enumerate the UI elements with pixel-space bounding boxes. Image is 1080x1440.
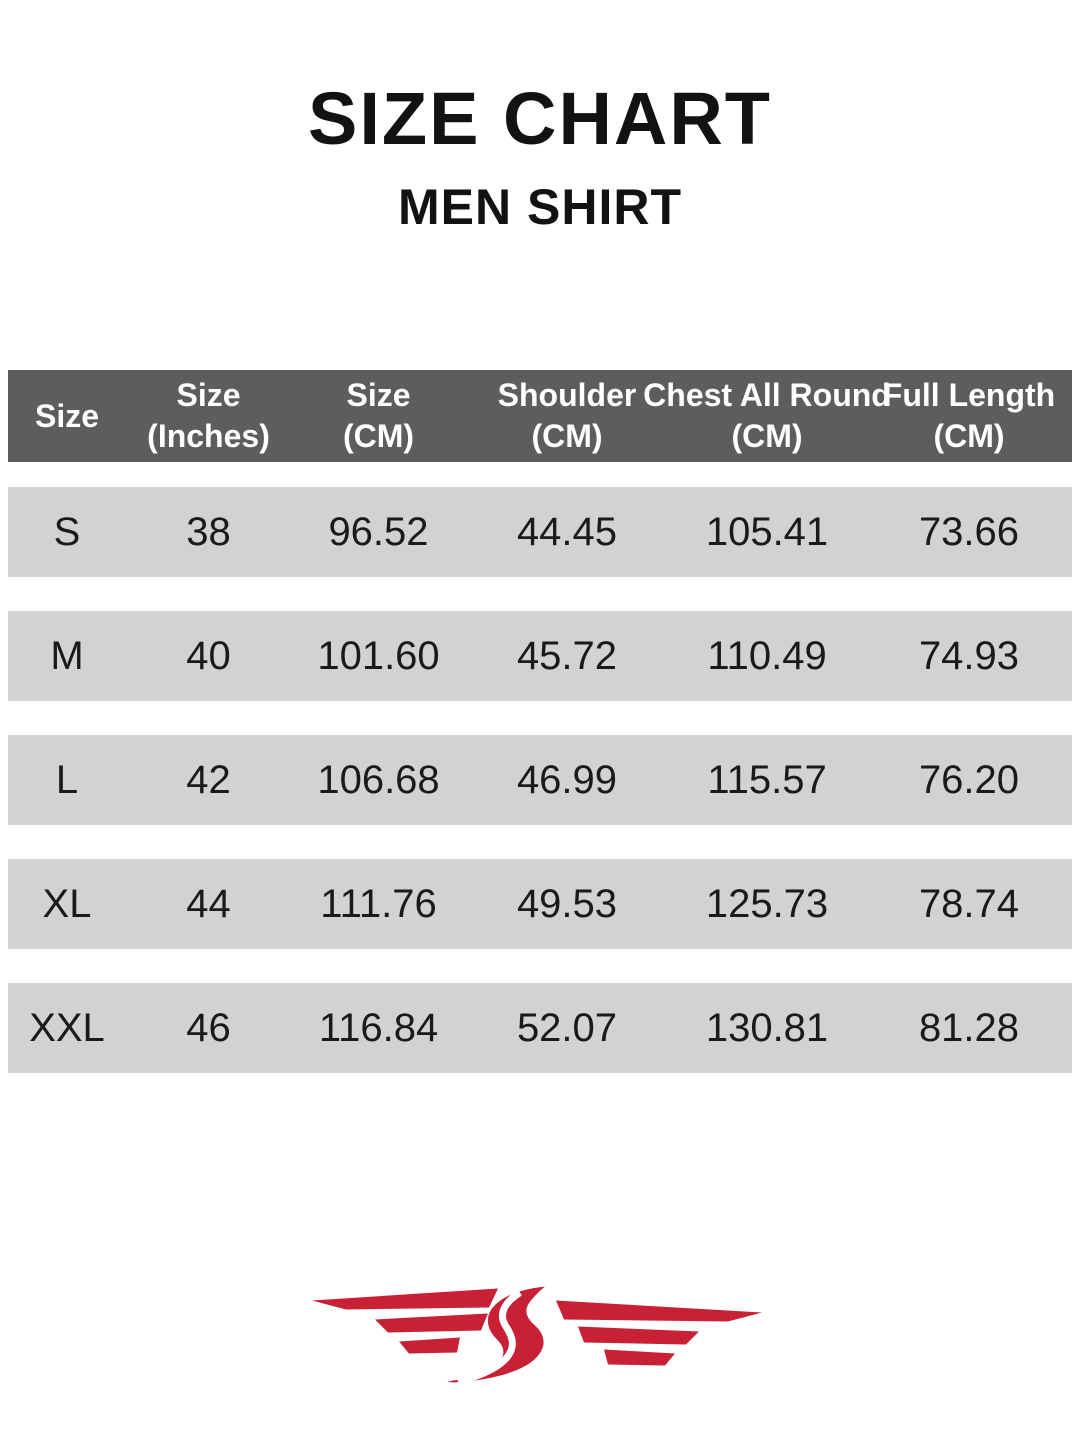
column-header-label: Shoulder bbox=[497, 377, 637, 413]
column-header-unit: (CM) bbox=[731, 418, 803, 454]
size-table: Size Size (Inches) Size (CM) Shoulder (C… bbox=[8, 370, 1072, 1073]
cell-full-length-cm: 74.93 bbox=[918, 634, 1020, 678]
column-header-unit: (Inches) bbox=[147, 418, 270, 454]
cell-shoulder-cm: 49.53 bbox=[516, 882, 618, 926]
cell-size-cm: 101.60 bbox=[317, 634, 440, 678]
column-header-chest-all-round: Chest All Round (CM) bbox=[643, 370, 891, 462]
cell-full-length-cm: 81.28 bbox=[918, 1006, 1020, 1050]
cell-size: M bbox=[50, 634, 84, 678]
table-row: S 38 96.52 44.45 105.41 73.66 bbox=[8, 487, 1072, 577]
cell-size-inches: 44 bbox=[186, 882, 231, 926]
column-header-label: Size bbox=[176, 377, 241, 413]
column-header-label: Size bbox=[34, 397, 100, 434]
column-header-unit: (CM) bbox=[342, 418, 415, 454]
table-row: M 40 101.60 45.72 110.49 74.93 bbox=[8, 611, 1072, 701]
cell-chest-cm: 110.49 bbox=[707, 634, 827, 678]
brand-logo bbox=[312, 1286, 762, 1383]
column-header-label: Full Length bbox=[882, 377, 1056, 413]
cell-size-inches: 40 bbox=[186, 634, 231, 678]
cell-shoulder-cm: 44.45 bbox=[516, 510, 618, 554]
cell-shoulder-cm: 46.99 bbox=[516, 758, 618, 802]
cell-size-cm: 96.52 bbox=[328, 510, 429, 554]
column-header-full-length: Full Length (CM) bbox=[866, 370, 1072, 462]
page-subtitle: MEN SHIRT bbox=[398, 179, 682, 235]
cell-full-length-cm: 73.66 bbox=[918, 510, 1020, 554]
cell-full-length-cm: 78.74 bbox=[918, 882, 1020, 926]
cell-size: S bbox=[53, 510, 81, 554]
cell-full-length-cm: 76.20 bbox=[918, 758, 1020, 802]
left-wing bbox=[312, 1288, 498, 1354]
wing-emblem-icon bbox=[312, 1286, 762, 1383]
s-emblem bbox=[447, 1286, 545, 1383]
column-header-label: Size bbox=[346, 377, 411, 413]
cell-size: XXL bbox=[29, 1006, 105, 1050]
column-header-size-cm: Size (CM) bbox=[291, 370, 466, 462]
s-emblem-slice bbox=[457, 1289, 522, 1383]
cell-size-inches: 38 bbox=[186, 510, 231, 554]
cell-chest-cm: 105.41 bbox=[705, 510, 829, 554]
cell-size-inches: 42 bbox=[186, 758, 231, 802]
table-header-row: Size Size (Inches) Size (CM) Shoulder (C… bbox=[8, 370, 1072, 462]
column-header-size: Size bbox=[8, 370, 126, 462]
cell-chest-cm: 130.81 bbox=[705, 1006, 829, 1050]
column-header-unit: (CM) bbox=[531, 418, 603, 454]
cell-size: L bbox=[55, 758, 79, 802]
column-header-label: Chest All Round bbox=[643, 377, 891, 413]
cell-size-cm: 111.76 bbox=[320, 882, 437, 926]
table-row: L 42 106.68 46.99 115.57 76.20 bbox=[8, 735, 1072, 825]
cell-shoulder-cm: 52.07 bbox=[516, 1006, 618, 1050]
cell-size-cm: 106.68 bbox=[317, 758, 440, 802]
cell-shoulder-cm: 45.72 bbox=[516, 634, 618, 678]
cell-chest-cm: 125.73 bbox=[705, 882, 829, 926]
page-title: SIZE CHART bbox=[308, 77, 772, 160]
column-header-shoulder: Shoulder (CM) bbox=[466, 370, 668, 462]
column-header-unit: (CM) bbox=[933, 418, 1005, 454]
table-row: XL 44 111.76 49.53 125.73 78.74 bbox=[8, 859, 1072, 949]
cell-size-cm: 116.84 bbox=[318, 1006, 439, 1050]
column-header-size-inches: Size (Inches) bbox=[126, 370, 291, 462]
table-row: XXL 46 116.84 52.07 130.81 81.28 bbox=[8, 983, 1072, 1073]
cell-size-inches: 46 bbox=[186, 1006, 231, 1050]
cell-chest-cm: 115.57 bbox=[707, 758, 827, 802]
cell-size: XL bbox=[42, 882, 92, 926]
right-wing bbox=[556, 1300, 762, 1366]
